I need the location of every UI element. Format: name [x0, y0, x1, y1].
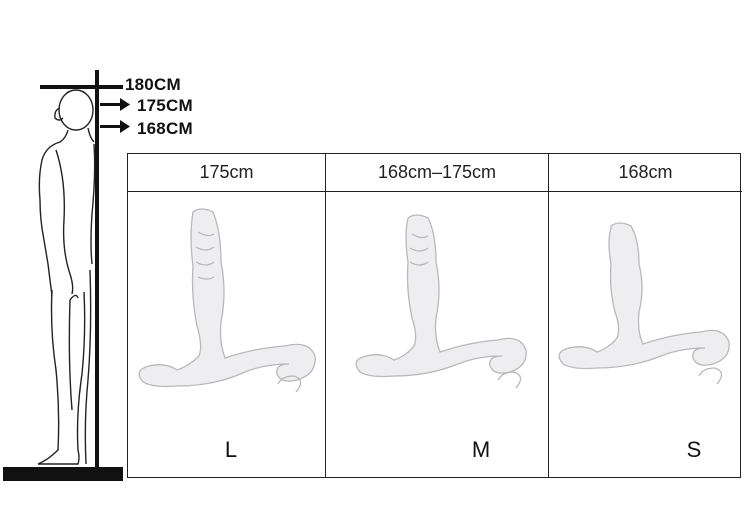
measuring-pole	[95, 70, 99, 470]
size-column-m: 168cm–175cm M	[325, 154, 548, 477]
size-letter: L	[224, 437, 238, 462]
human-figure-illustration	[3, 70, 130, 481]
height-range-label: 168cm	[549, 154, 742, 192]
size-chart-table: 175cm L 168cm–175cm M 168cm	[127, 153, 742, 478]
height-marker-180: 180CM	[125, 75, 181, 94]
person-outline	[37, 89, 96, 465]
head-marker-bar	[40, 85, 123, 89]
size-column-s: 168cm S	[548, 154, 742, 477]
arrow-175-icon	[100, 98, 130, 111]
height-range-label: 175cm	[128, 154, 325, 192]
floor-base	[3, 467, 123, 481]
height-range-label: 168cm–175cm	[326, 154, 548, 192]
product-large-image	[138, 208, 316, 393]
height-marker-168: 168CM	[137, 119, 193, 138]
size-letter: S	[686, 437, 702, 462]
product-small-image	[558, 222, 730, 385]
arrow-168-icon	[100, 120, 130, 133]
size-column-l: 175cm L	[128, 154, 325, 477]
size-letter: M	[471, 437, 491, 462]
product-medium-image	[355, 214, 527, 389]
height-marker-175: 175CM	[137, 96, 193, 115]
